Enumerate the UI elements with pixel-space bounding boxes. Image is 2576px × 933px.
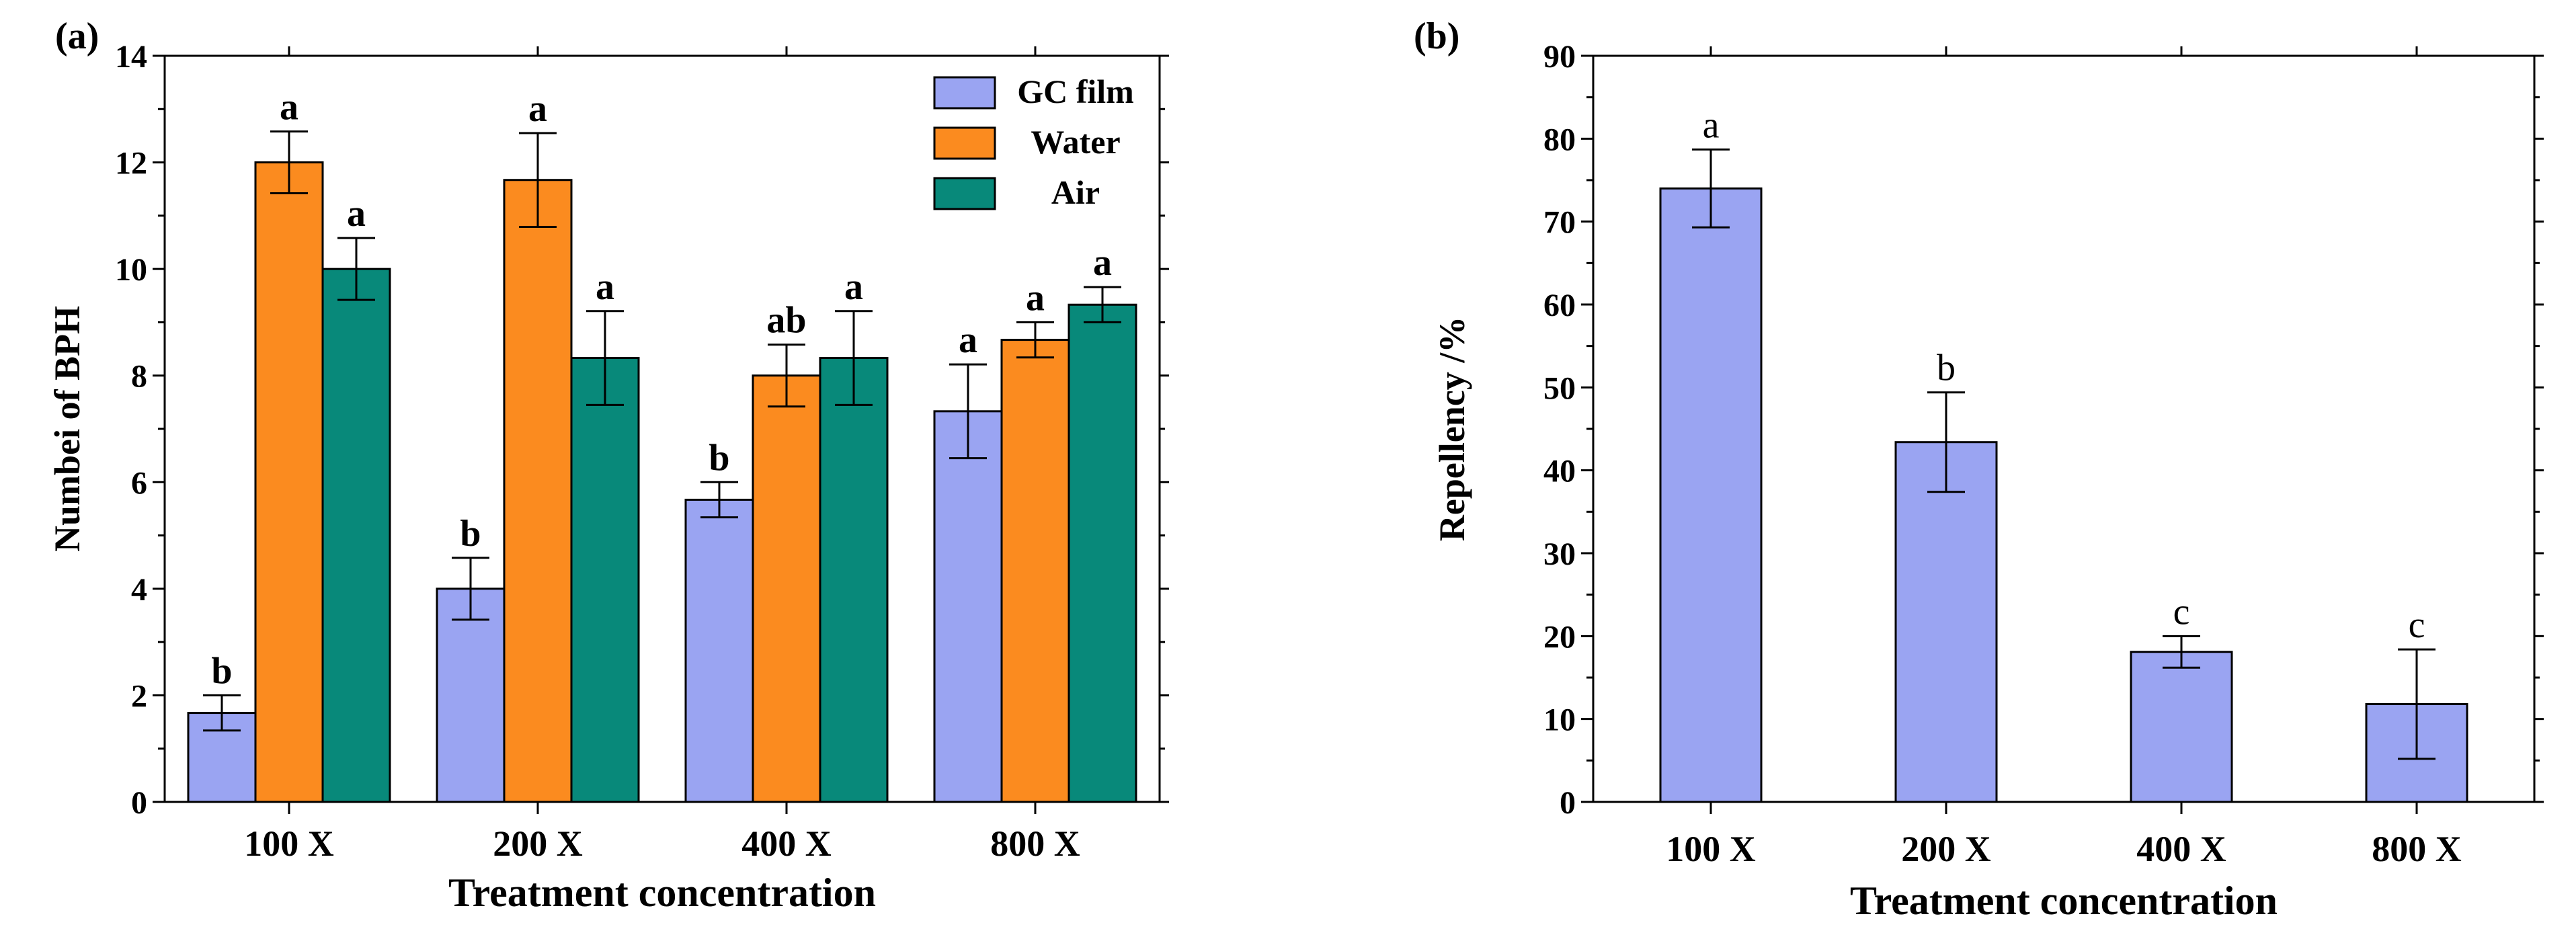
panel-a-significance-letter: a (844, 266, 863, 308)
panel-a-x-tick-label: 200 X (493, 823, 583, 864)
legend-swatch-air (933, 177, 996, 210)
legend-swatch-gc-film (933, 76, 996, 110)
panel-a-error-bar (768, 343, 805, 408)
panel-a-x-tick-label: 400 X (741, 823, 832, 864)
panel-b-chart: (b) a b c c 0 10 20 30 40 50 60 70 80 90 100 X 200 X 40… (1414, 15, 2544, 923)
panel-a-bar-water (1000, 339, 1070, 803)
panel-a-significance-letter: b (460, 513, 481, 555)
panel-a-bar-water (254, 161, 324, 803)
panel-b-y-tick-label: 90 (1543, 39, 1576, 75)
panel-a-y-tick-label: 10 (115, 252, 147, 288)
panel-b-significance-letter: b (1937, 348, 1956, 389)
panel-b-error-bar (1692, 148, 1730, 229)
panel-a-y-tick-label: 0 (131, 785, 147, 821)
panel-a-y-tick-label: 6 (131, 465, 147, 501)
panel-a-error-bar (1016, 321, 1054, 359)
panel-a-bar-gc-film (436, 587, 506, 803)
panel-a-bar-gc-film (684, 498, 754, 803)
panel-a-error-bar (203, 694, 241, 732)
panel-a-bar-water (752, 374, 821, 803)
panel-b-bar-repellency (1894, 441, 1998, 803)
panel-b-label: (b) (1414, 15, 1459, 57)
panel-b-y-tick-label: 50 (1543, 370, 1576, 406)
panel-b-axes: 0 10 20 30 40 50 60 70 80 90 100 X 200 X 400 X 800 X (1543, 39, 2544, 869)
panel-a-bar-air (819, 357, 889, 803)
panel-a-significance-letter: a (528, 88, 547, 130)
panel-a-significance-letter: a (280, 87, 298, 128)
panel-a-x-tick-label: 800 X (990, 823, 1080, 864)
panel-b-y-tick-label: 0 (1560, 785, 1576, 821)
panel-b-error-bar (2398, 648, 2436, 760)
panel-a-x-axis-title: Treatment concentration (448, 870, 876, 915)
panel-a-error-bar (337, 237, 375, 301)
panel-a-significance-letter: ab (766, 300, 806, 341)
legend-label-gc-film: GC film (1017, 73, 1134, 110)
panel-a-significance-letter: a (596, 266, 614, 308)
panel-a-x-tick-label: 100 X (244, 823, 334, 864)
panel-a-error-bar (452, 557, 489, 621)
panel-a-y-tick-label: 14 (115, 39, 147, 75)
panel-b-x-tick-label: 100 X (1666, 829, 1756, 869)
panel-b-bar-repellency (1659, 187, 1763, 803)
panel-a-bar-gc-film (933, 410, 1003, 803)
panel-b-significance-letter: c (2173, 591, 2190, 633)
panel-b-error-bar (1927, 391, 1965, 493)
panel-a-error-bar (519, 132, 557, 229)
panel-b-y-tick-label: 20 (1543, 619, 1576, 655)
panel-a-significance-letter: a (1026, 277, 1045, 319)
panel-a-y-tick-label: 8 (131, 359, 147, 395)
legend-label-air: Air (1051, 173, 1100, 211)
panel-a-error-bar (949, 363, 987, 460)
panel-a-y-tick-label: 4 (131, 572, 147, 608)
panel-a-bar-water (503, 179, 573, 803)
panel-a-significance-letter: a (1093, 242, 1112, 284)
panel-b-y-tick-label: 80 (1543, 122, 1576, 157)
panel-a-significance-letter: b (709, 437, 729, 479)
panel-b-bar-repellency (2130, 651, 2233, 803)
panel-b-x-axis-title: Treatment concentration (1850, 879, 2278, 923)
panel-b-significance-letter: c (2409, 604, 2425, 646)
panel-b-x-tick-label: 800 X (2372, 829, 2462, 869)
panel-a-y-tick-label: 2 (131, 678, 147, 714)
panel-a-axes: 0 2 4 6 8 10 12 14 100 X 200 X 400 X 800 X (115, 39, 1169, 864)
panel-a-error-bar (835, 310, 873, 406)
panel-a-y-tick-label: 12 (115, 146, 147, 181)
panel-b-x-tick-label: 200 X (1901, 829, 1991, 869)
panel-a-significance-letter: a (347, 193, 366, 235)
legend-swatch-water (933, 126, 996, 160)
panel-a-error-bar (586, 310, 624, 406)
legend-label-water: Water (1031, 123, 1120, 161)
panel-a-bar-air (570, 357, 640, 803)
panel-a-y-axis-title: Numbei of BPH (47, 306, 87, 552)
panel-b-y-tick-label: 10 (1543, 702, 1576, 738)
panel-b-y-tick-label: 70 (1543, 205, 1576, 241)
panel-a-significance-letter: b (211, 650, 232, 692)
panel-b-y-tick-label: 40 (1543, 454, 1576, 489)
panel-a-legend: GC film Water Air (933, 73, 1134, 211)
panel-b-x-tick-label: 400 X (2136, 829, 2226, 869)
panel-a-error-bar (270, 130, 308, 195)
panel-b-bars: a b c c (1659, 104, 2468, 803)
panel-a-bar-air (321, 268, 391, 803)
panel-b-y-tick-label: 60 (1543, 288, 1576, 323)
panel-a-label: (a) (55, 15, 99, 57)
panel-b-error-bar (2163, 635, 2200, 669)
panel-b-y-axis-title: Repellency /% (1432, 317, 1472, 541)
panel-a-bar-air (1068, 303, 1137, 803)
panel-b-y-tick-label: 30 (1543, 536, 1576, 572)
panel-a-error-bar (700, 481, 738, 519)
panel-b-significance-letter: a (1703, 104, 1720, 146)
panel-a-error-bar (1084, 286, 1121, 323)
panel-a-significance-letter: a (959, 319, 977, 361)
